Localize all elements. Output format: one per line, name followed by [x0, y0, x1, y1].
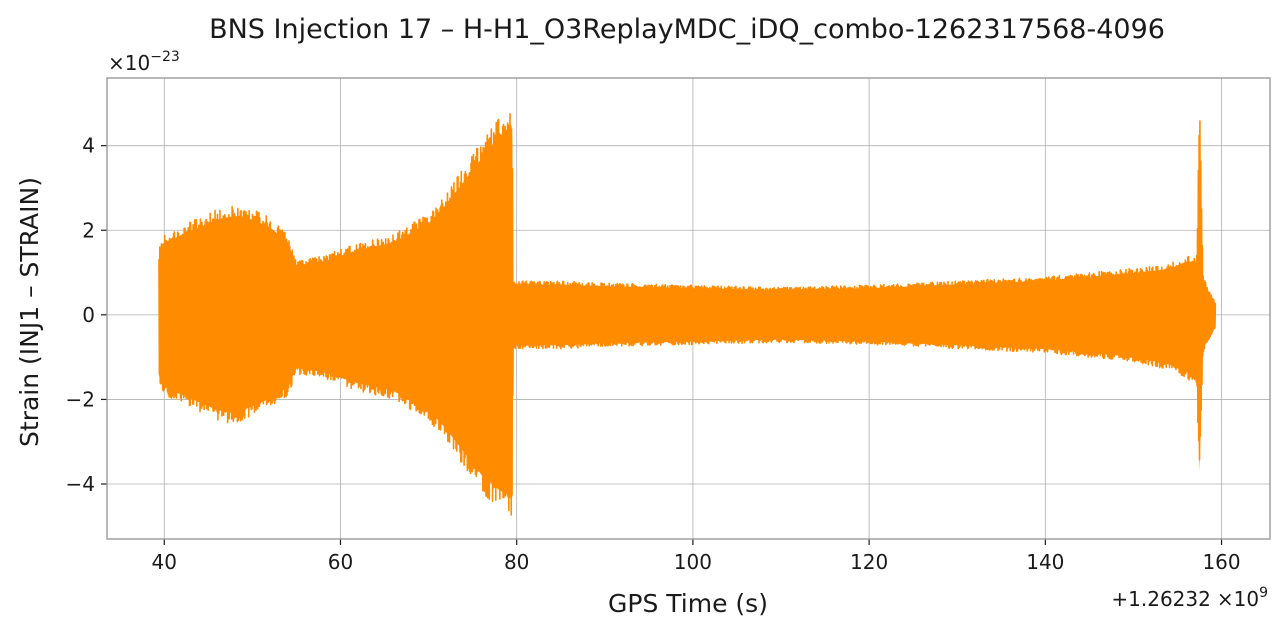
y-scale-label: ×10−23: [108, 49, 180, 75]
axis-ticks: 40 60 80 100 120 140 160 −4 −2 0 2 4: [66, 134, 1241, 574]
y-axis-label: Strain (INJ1 – STRAIN): [15, 177, 44, 447]
x-tick-label: 40: [152, 550, 177, 574]
y-tick-label: 0: [82, 303, 95, 327]
strain-series-band: [158, 120, 1216, 498]
y-tick-label: 2: [82, 218, 95, 242]
x-tick-label: 60: [328, 550, 353, 574]
y-tick-label: −4: [66, 472, 95, 496]
x-tick-label: 120: [850, 550, 888, 574]
y-tick-label: 4: [82, 134, 95, 158]
chart-title: BNS Injection 17 – H-H1_O3ReplayMDC_iDQ_…: [209, 14, 1165, 45]
x-tick-label: 80: [504, 550, 529, 574]
y-tick-label: −2: [66, 387, 95, 411]
x-tick-label: 100: [674, 550, 712, 574]
plot-frame: [106, 77, 1271, 540]
data-series: [158, 113, 1217, 516]
x-axis-label: GPS Time (s): [608, 589, 768, 618]
x-offset-label: +1.26232 ×109: [1111, 585, 1268, 611]
x-tick-label: 140: [1026, 550, 1064, 574]
x-tick-label: 160: [1202, 550, 1240, 574]
